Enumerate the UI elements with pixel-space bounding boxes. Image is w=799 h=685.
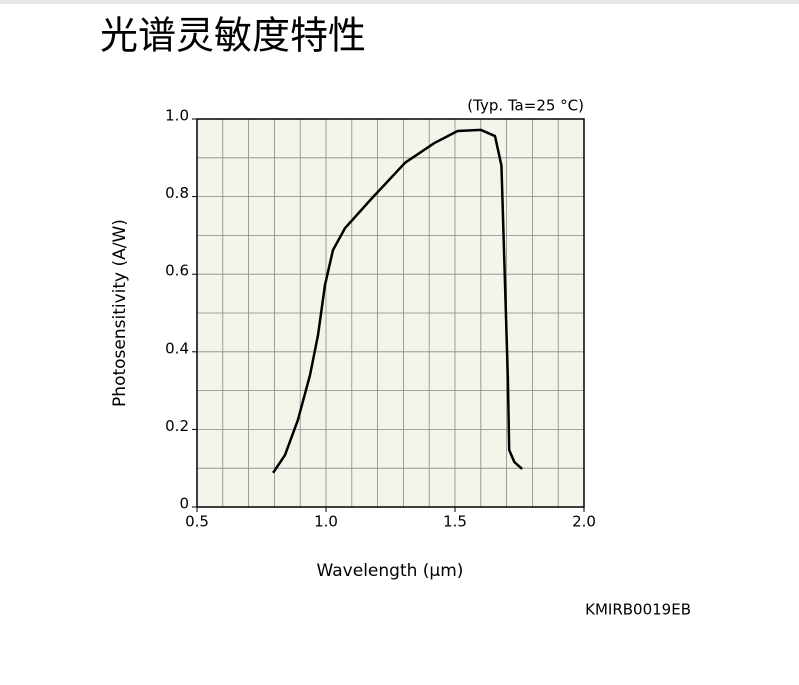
annotation: (Typ. Ta=25 °C)	[467, 97, 584, 115]
top-bar	[0, 0, 799, 4]
x-tick-label: 2.0	[572, 513, 596, 531]
y-tick-label: 0.6	[165, 262, 189, 280]
y-tick-label: 0.8	[165, 184, 189, 202]
y-tick-label: 0.4	[165, 339, 189, 357]
x-axis-label: Wavelength (μm)	[317, 561, 464, 581]
figure-code: KMIRB0019EB	[585, 601, 691, 619]
x-tick-label: 0.5	[185, 513, 209, 531]
x-tick-label: 1.0	[314, 513, 338, 531]
y-axis-label: Photosensitivity (A/W)	[110, 219, 130, 407]
plot-frame	[196, 118, 585, 508]
x-tick-label: 1.5	[443, 513, 467, 531]
y-tick-label: 0	[179, 495, 189, 513]
data-line	[272, 128, 523, 474]
page-title: 光谱灵敏度特性	[100, 14, 366, 58]
y-tick-label: 0.2	[165, 417, 189, 435]
y-tick-label: 1.0	[165, 107, 189, 125]
